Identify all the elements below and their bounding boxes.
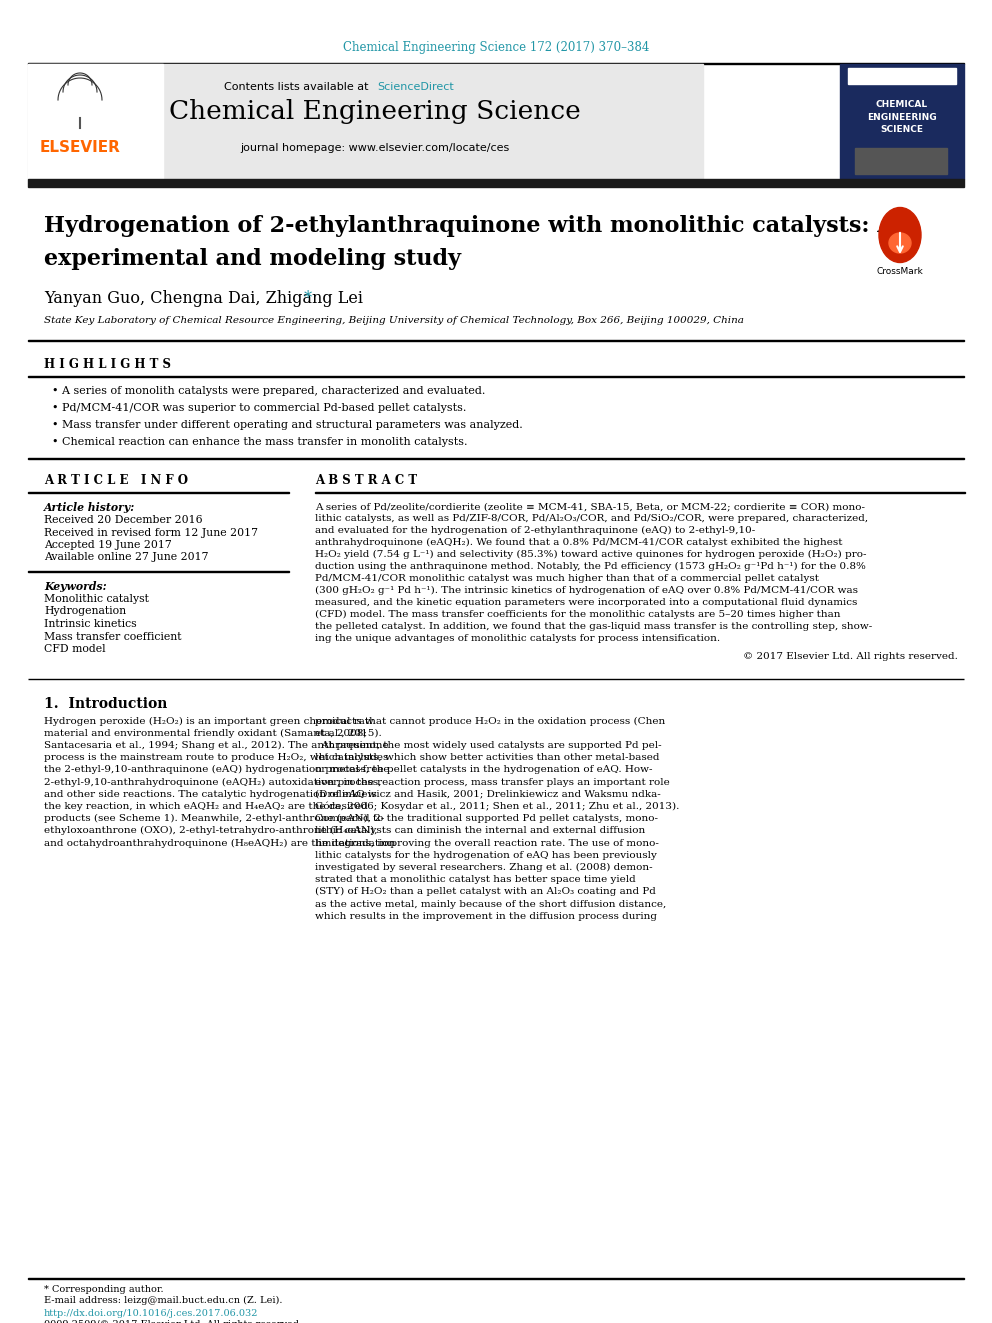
Text: Compared to the traditional supported Pd pellet catalysts, mono-: Compared to the traditional supported Pd… bbox=[315, 814, 658, 823]
Text: Mass transfer coefficient: Mass transfer coefficient bbox=[44, 631, 182, 642]
Text: Hydrogenation: Hydrogenation bbox=[44, 606, 126, 617]
Ellipse shape bbox=[889, 233, 911, 253]
Text: *: * bbox=[299, 290, 312, 307]
Text: E-mail address: leizg@mail.buct.edu.cn (Z. Lei).: E-mail address: leizg@mail.buct.edu.cn (… bbox=[44, 1297, 283, 1304]
Text: Chemical Engineering Science: Chemical Engineering Science bbox=[169, 99, 581, 124]
Text: lithic catalysts, as well as Pd/ZIF-8/COR, Pd/Al₂O₃/COR, and Pd/SiO₂/COR, were p: lithic catalysts, as well as Pd/ZIF-8/CO… bbox=[315, 515, 868, 523]
Text: measured, and the kinetic equation parameters were incorporated into a computati: measured, and the kinetic equation param… bbox=[315, 598, 857, 607]
Text: State Key Laboratory of Chemical Resource Engineering, Beijing University of Che: State Key Laboratory of Chemical Resourc… bbox=[44, 316, 744, 325]
Bar bbox=[848, 67, 956, 83]
Text: strated that a monolithic catalyst has better space time yield: strated that a monolithic catalyst has b… bbox=[315, 875, 636, 884]
Text: Intrinsic kinetics: Intrinsic kinetics bbox=[44, 619, 137, 628]
Text: Monolithic catalyst: Monolithic catalyst bbox=[44, 594, 149, 605]
Text: Accepted 19 June 2017: Accepted 19 June 2017 bbox=[44, 540, 172, 550]
Text: anthrahydroquinone (eAQH₂). We found that a 0.8% Pd/MCM-41/COR catalyst exhibite: anthrahydroquinone (eAQH₂). We found tha… bbox=[315, 538, 842, 548]
Text: et al., 2015).: et al., 2015). bbox=[315, 729, 382, 738]
Text: • Chemical reaction can enhance the mass transfer in monolith catalysts.: • Chemical reaction can enhance the mass… bbox=[52, 437, 467, 447]
Text: H I G H L I G H T S: H I G H L I G H T S bbox=[44, 359, 171, 370]
Text: http://dx.doi.org/10.1016/j.ces.2017.06.032: http://dx.doi.org/10.1016/j.ces.2017.06.… bbox=[44, 1308, 259, 1318]
Text: Santacesaria et al., 1994; Shang et al., 2012). The anthraquinone: Santacesaria et al., 1994; Shang et al.,… bbox=[44, 741, 389, 750]
Text: • Pd/MCM-41/COR was superior to commercial Pd-based pellet catalysts.: • Pd/MCM-41/COR was superior to commerci… bbox=[52, 404, 466, 413]
Text: * Corresponding author.: * Corresponding author. bbox=[44, 1285, 164, 1294]
Text: the 2-ethyl-9,10-anthraquinone (eAQ) hydrogenation process, the: the 2-ethyl-9,10-anthraquinone (eAQ) hyd… bbox=[44, 765, 390, 774]
Text: investigated by several researchers. Zhang et al. (2008) demon-: investigated by several researchers. Zha… bbox=[315, 863, 653, 872]
Text: Hydrogen peroxide (H₂O₂) is an important green chemical raw: Hydrogen peroxide (H₂O₂) is an important… bbox=[44, 717, 374, 725]
Text: Yanyan Guo, Chengna Dai, Zhigang Lei: Yanyan Guo, Chengna Dai, Zhigang Lei bbox=[44, 290, 363, 307]
Text: A series of Pd/zeolite/cordierite (zeolite ≡ MCM-41, SBA-15, Beta, or MCM-22; co: A series of Pd/zeolite/cordierite (zeoli… bbox=[315, 501, 865, 511]
Text: (Drelinkiewicz and Hasik, 2001; Drelinkiewicz and Waksmu ndka-: (Drelinkiewicz and Hasik, 2001; Drelinki… bbox=[315, 790, 661, 799]
Text: process is the mainstream route to produce H₂O₂, which includes: process is the mainstream route to produ… bbox=[44, 753, 389, 762]
Text: ELSEVIER: ELSEVIER bbox=[40, 140, 120, 156]
Text: journal homepage: www.elsevier.com/locate/ces: journal homepage: www.elsevier.com/locat… bbox=[240, 143, 510, 153]
Text: the key reaction, in which eAQH₂ and H₄eAQ₂ are the desired: the key reaction, in which eAQH₂ and H₄e… bbox=[44, 802, 368, 811]
Text: limitations, improving the overall reaction rate. The use of mono-: limitations, improving the overall react… bbox=[315, 839, 659, 848]
Text: ing the unique advantages of monolithic catalysts for process intensification.: ing the unique advantages of monolithic … bbox=[315, 634, 720, 643]
Bar bbox=[28, 179, 964, 187]
Text: Hydrogenation of 2-ethylanthraquinone with monolithic catalysts: An: Hydrogenation of 2-ethylanthraquinone wi… bbox=[44, 216, 911, 237]
Text: Keywords:: Keywords: bbox=[44, 581, 106, 591]
Text: ScienceDirect: ScienceDirect bbox=[377, 82, 453, 93]
Text: or metal-free pellet catalysts in the hydrogenation of eAQ. How-: or metal-free pellet catalysts in the hy… bbox=[315, 765, 653, 774]
Text: Received 20 December 2016: Received 20 December 2016 bbox=[44, 515, 202, 525]
Text: A R T I C L E   I N F O: A R T I C L E I N F O bbox=[44, 474, 188, 487]
Text: and other side reactions. The catalytic hydrogenation of eAQ is: and other side reactions. The catalytic … bbox=[44, 790, 377, 799]
Text: Article history:: Article history: bbox=[44, 501, 135, 513]
Text: ethyloxoanthrone (OXO), 2-ethyl-tetrahydro-anthrone (H₄eAN),: ethyloxoanthrone (OXO), 2-ethyl-tetrahyd… bbox=[44, 827, 378, 835]
Text: as the active metal, mainly because of the short diffusion distance,: as the active metal, mainly because of t… bbox=[315, 900, 667, 909]
Text: duction using the anthraquinone method. Notably, the Pd efficiency (1573 gH₂O₂ g: duction using the anthraquinone method. … bbox=[315, 562, 866, 572]
Text: Available online 27 June 2017: Available online 27 June 2017 bbox=[44, 553, 208, 562]
Text: material and environmental friendly oxidant (Samanta, 2008;: material and environmental friendly oxid… bbox=[44, 729, 367, 738]
Text: CHEMICAL
ENGINEERING
SCIENCE: CHEMICAL ENGINEERING SCIENCE bbox=[867, 101, 936, 134]
Text: CrossMark: CrossMark bbox=[877, 266, 924, 275]
Text: Received in revised form 12 June 2017: Received in revised form 12 June 2017 bbox=[44, 528, 258, 537]
Text: 0009-2509/© 2017 Elsevier Ltd. All rights reserved.: 0009-2509/© 2017 Elsevier Ltd. All right… bbox=[44, 1320, 303, 1323]
Text: experimental and modeling study: experimental and modeling study bbox=[44, 247, 461, 270]
Text: CFD model: CFD model bbox=[44, 644, 105, 654]
Text: the pelleted catalyst. In addition, we found that the gas-liquid mass transfer i: the pelleted catalyst. In addition, we f… bbox=[315, 622, 872, 631]
Text: • A series of monolith catalysts were prepared, characterized and evaluated.: • A series of monolith catalysts were pr… bbox=[52, 386, 485, 396]
Text: 1.  Introduction: 1. Introduction bbox=[44, 696, 168, 710]
Text: and evaluated for the hydrogenation of 2-ethylanthraquinone (eAQ) to 2-ethyl-9,1: and evaluated for the hydrogenation of 2… bbox=[315, 527, 755, 534]
Text: © 2017 Elsevier Ltd. All rights reserved.: © 2017 Elsevier Ltd. All rights reserved… bbox=[743, 652, 958, 662]
Text: and octahydroanthrahydroquinone (H₈eAQH₂) are the degradation: and octahydroanthrahydroquinone (H₈eAQH₂… bbox=[44, 839, 396, 848]
Text: let catalysts, which show better activities than other metal-based: let catalysts, which show better activit… bbox=[315, 753, 660, 762]
Bar bbox=[855, 148, 947, 175]
Bar bbox=[840, 64, 964, 179]
Text: Contents lists available at: Contents lists available at bbox=[223, 82, 375, 93]
Text: Pd/MCM-41/COR monolithic catalyst was much higher than that of a commercial pell: Pd/MCM-41/COR monolithic catalyst was mu… bbox=[315, 574, 819, 583]
Text: At present, the most widely used catalysts are supported Pd pel-: At present, the most widely used catalys… bbox=[315, 741, 662, 750]
Text: Góra, 2006; Kosydar et al., 2011; Shen et al., 2011; Zhu et al., 2013).: Góra, 2006; Kosydar et al., 2011; Shen e… bbox=[315, 802, 680, 811]
Bar bbox=[28, 64, 163, 179]
Text: products that cannot produce H₂O₂ in the oxidation process (Chen: products that cannot produce H₂O₂ in the… bbox=[315, 717, 666, 725]
Text: Chemical Engineering Science 172 (2017) 370–384: Chemical Engineering Science 172 (2017) … bbox=[343, 41, 649, 54]
Bar bbox=[28, 64, 703, 179]
Text: which results in the improvement in the diffusion process during: which results in the improvement in the … bbox=[315, 912, 657, 921]
Text: lithic catalysts for the hydrogenation of eAQ has been previously: lithic catalysts for the hydrogenation o… bbox=[315, 851, 657, 860]
Text: • Mass transfer under different operating and structural parameters was analyzed: • Mass transfer under different operatin… bbox=[52, 419, 523, 430]
Text: 2-ethyl-9,10-anthrahydroquinone (eAQH₂) autoxidation process,: 2-ethyl-9,10-anthrahydroquinone (eAQH₂) … bbox=[44, 778, 381, 787]
Text: (CFD) model. The mass transfer coefficients for the monolithic catalysts are 5–2: (CFD) model. The mass transfer coefficie… bbox=[315, 610, 840, 619]
Ellipse shape bbox=[879, 208, 921, 262]
Text: products (see Scheme 1). Meanwhile, 2-ethyl-anthrone (eAN), 2-: products (see Scheme 1). Meanwhile, 2-et… bbox=[44, 814, 384, 823]
Text: lithic catalysts can diminish the internal and external diffusion: lithic catalysts can diminish the intern… bbox=[315, 827, 645, 835]
Text: H₂O₂ yield (7.54 g L⁻¹) and selectivity (85.3%) toward active quinones for hydro: H₂O₂ yield (7.54 g L⁻¹) and selectivity … bbox=[315, 550, 866, 560]
Text: (STY) of H₂O₂ than a pellet catalyst with an Al₂O₃ coating and Pd: (STY) of H₂O₂ than a pellet catalyst wit… bbox=[315, 888, 656, 897]
Text: ever, in the reaction process, mass transfer plays an important role: ever, in the reaction process, mass tran… bbox=[315, 778, 670, 786]
Text: (300 gH₂O₂ g⁻¹ Pd h⁻¹). The intrinsic kinetics of hydrogenation of eAQ over 0.8%: (300 gH₂O₂ g⁻¹ Pd h⁻¹). The intrinsic ki… bbox=[315, 586, 858, 595]
Text: A B S T R A C T: A B S T R A C T bbox=[315, 474, 417, 487]
